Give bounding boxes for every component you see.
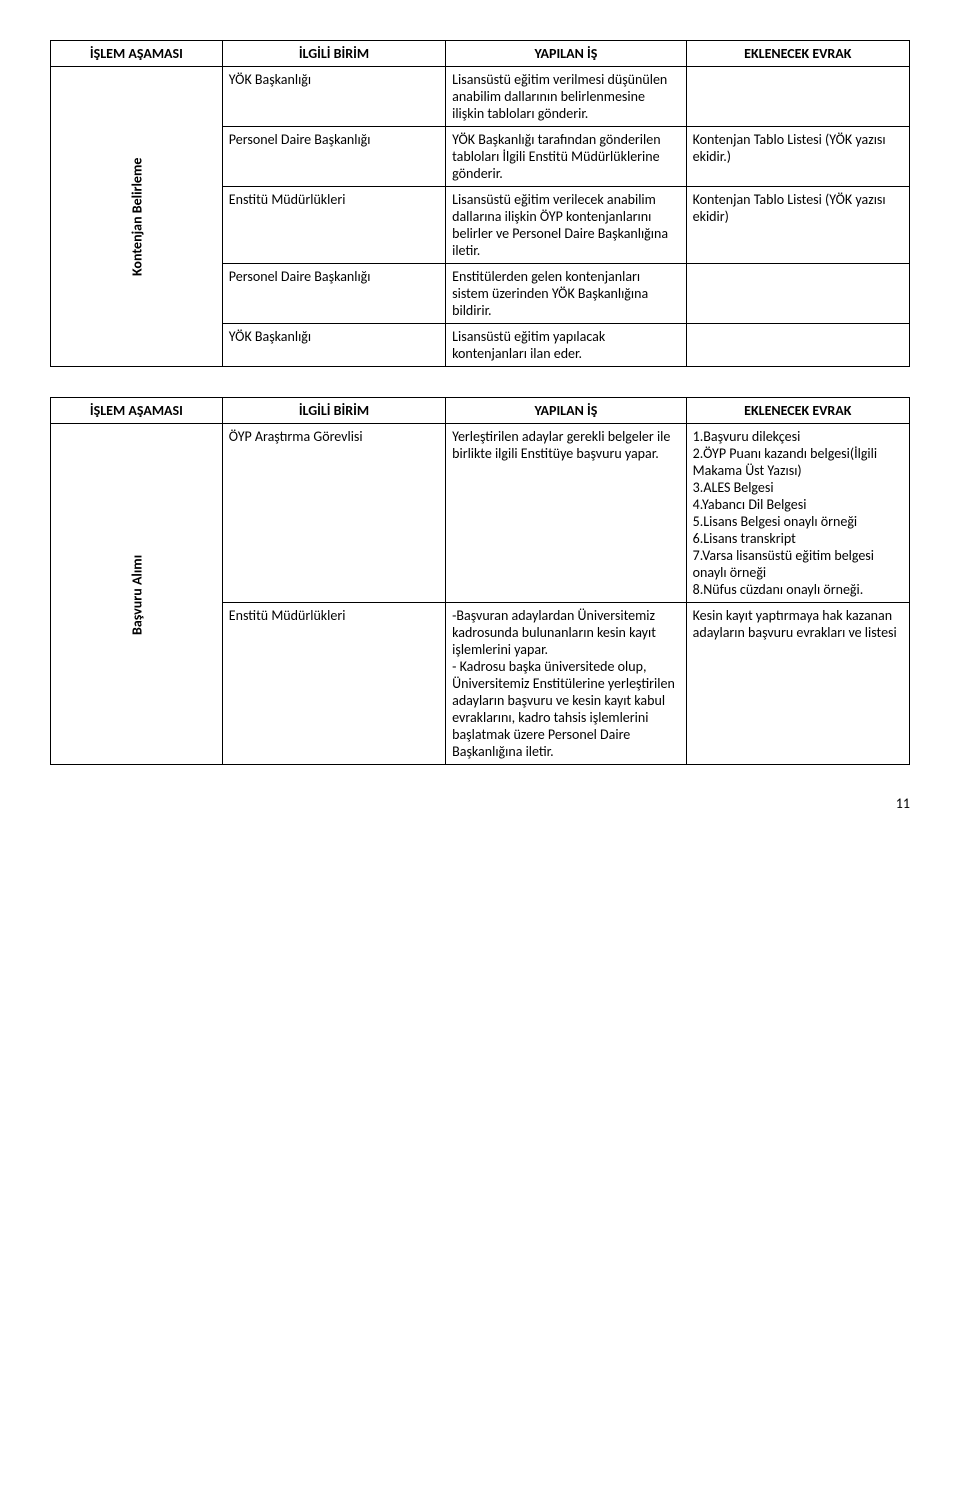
header-stage: İŞLEM AŞAMASI <box>51 41 223 67</box>
table-row: Kontenjan Belirleme YÖK Başkanlığı Lisan… <box>51 67 910 127</box>
task-cell: -Başvuran adaylardan Üniversitemiz kadro… <box>446 603 687 765</box>
task-cell: Enstitülerden gelen kontenjanları sistem… <box>446 264 687 324</box>
doc-cell: Kontenjan Tablo Listesi (YÖK yazısı ekid… <box>686 127 909 187</box>
task-cell: Lisansüstü eğitim yapılacak kontenjanlar… <box>446 324 687 367</box>
unit-cell: Personel Daire Başkanlığı <box>222 264 445 324</box>
doc-cell: Kontenjan Tablo Listesi (YÖK yazısı ekid… <box>686 187 909 264</box>
unit-cell: Enstitü Müdürlükleri <box>222 603 445 765</box>
task-cell: YÖK Başkanlığı tarafından gönderilen tab… <box>446 127 687 187</box>
header-unit: İLGİLİ BİRİM <box>222 41 445 67</box>
unit-cell: YÖK Başkanlığı <box>222 67 445 127</box>
unit-cell: Personel Daire Başkanlığı <box>222 127 445 187</box>
process-table-2: İŞLEM AŞAMASI İLGİLİ BİRİM YAPILAN İŞ EK… <box>50 397 910 765</box>
unit-cell: YÖK Başkanlığı <box>222 324 445 367</box>
stage-cell: Başvuru Alımı <box>51 424 223 765</box>
doc-cell <box>686 324 909 367</box>
table-row: Başvuru Alımı ÖYP Araştırma Görevlisi Ye… <box>51 424 910 603</box>
header-doc: EKLENECEK EVRAK <box>686 41 909 67</box>
doc-cell: 1.Başvuru dilekçesi 2.ÖYP Puanı kazandı … <box>686 424 909 603</box>
header-task: YAPILAN İŞ <box>446 398 687 424</box>
task-cell: Yerleştirilen adaylar gerekli belgeler i… <box>446 424 687 603</box>
stage-cell: Kontenjan Belirleme <box>51 67 223 367</box>
table-header-row: İŞLEM AŞAMASI İLGİLİ BİRİM YAPILAN İŞ EK… <box>51 41 910 67</box>
task-cell: Lisansüstü eğitim verilmesi düşünülen an… <box>446 67 687 127</box>
doc-cell <box>686 67 909 127</box>
unit-cell: ÖYP Araştırma Görevlisi <box>222 424 445 603</box>
table-header-row: İŞLEM AŞAMASI İLGİLİ BİRİM YAPILAN İŞ EK… <box>51 398 910 424</box>
header-stage: İŞLEM AŞAMASI <box>51 398 223 424</box>
page-number: 11 <box>50 795 910 812</box>
header-unit: İLGİLİ BİRİM <box>222 398 445 424</box>
unit-cell: Enstitü Müdürlükleri <box>222 187 445 264</box>
doc-cell <box>686 264 909 324</box>
task-cell: Lisansüstü eğitim verilecek anabilim dal… <box>446 187 687 264</box>
header-task: YAPILAN İŞ <box>446 41 687 67</box>
process-table-1: İŞLEM AŞAMASI İLGİLİ BİRİM YAPILAN İŞ EK… <box>50 40 910 367</box>
doc-cell: Kesin kayıt yaptırmaya hak kazanan adayl… <box>686 603 909 765</box>
header-doc: EKLENECEK EVRAK <box>686 398 909 424</box>
